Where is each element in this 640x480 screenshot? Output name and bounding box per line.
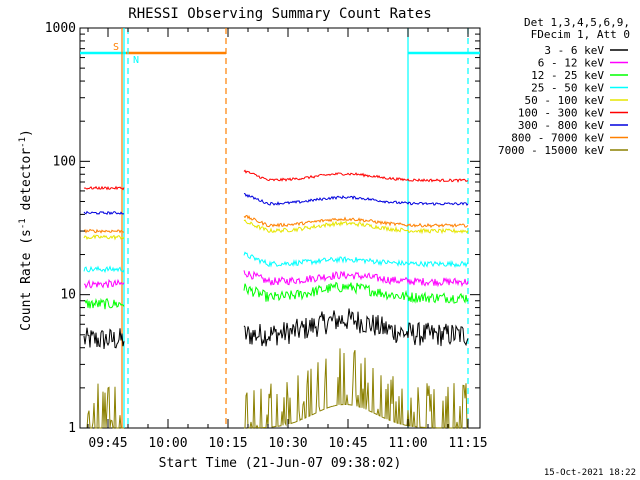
legend-entry-label: 25 - 50 keV — [531, 82, 604, 95]
flag-label: N — [133, 55, 139, 66]
series-layer — [83, 169, 469, 429]
legend-header: FDecim 1, Att 0 — [531, 28, 630, 41]
y-tick-label: 100 — [53, 154, 76, 169]
series-line — [83, 327, 125, 350]
series-group — [83, 214, 469, 234]
series-group — [83, 251, 469, 274]
flag-bars: SN — [80, 42, 480, 66]
series-line — [83, 228, 125, 234]
series-line — [84, 383, 124, 429]
series-line — [243, 251, 469, 268]
x-tick-label: 10:00 — [148, 436, 187, 451]
series-group — [83, 193, 469, 216]
series-line — [243, 193, 469, 207]
chart-title: RHESSI Observing Summary Count Rates — [128, 6, 431, 22]
plot-frame — [79, 27, 481, 429]
series-line — [243, 270, 469, 288]
series-line — [83, 278, 125, 289]
y-axis-label: Count Rate (s-1 detector-1) — [18, 129, 34, 331]
legend-entry-label: 300 - 800 keV — [518, 119, 604, 132]
time-markers — [121, 28, 469, 428]
series-group — [83, 281, 469, 310]
legend-entry-label: 7000 - 15000 keV — [498, 144, 604, 157]
series-group — [83, 270, 469, 289]
series-group — [83, 169, 468, 191]
flag-label: S — [113, 42, 119, 53]
series-group — [83, 219, 469, 241]
y-tick-label: 10 — [60, 288, 76, 303]
legend-entry-label: 100 - 300 keV — [518, 107, 604, 120]
series-line — [243, 308, 469, 347]
series-line — [243, 219, 469, 235]
series-group — [84, 348, 468, 429]
x-tick-label: 11:00 — [388, 436, 427, 451]
legend-entry-label: 6 - 12 keV — [538, 57, 605, 70]
x-axis-label: Start Time (21-Jun-07 09:38:02) — [159, 456, 402, 471]
series-line — [83, 234, 125, 241]
series-line — [83, 185, 125, 191]
x-tick-label: 09:45 — [88, 436, 127, 451]
series-line — [243, 169, 468, 183]
x-tick-label: 10:30 — [268, 436, 307, 451]
plot-area — [79, 27, 481, 429]
series-line — [83, 265, 125, 274]
legend-entry-label: 800 - 7000 keV — [511, 132, 604, 145]
series-line — [243, 281, 469, 304]
series-group — [83, 308, 469, 350]
x-tick-label: 11:15 — [448, 436, 487, 451]
legend-entry-label: 3 - 6 keV — [544, 44, 604, 57]
y-tick-label: 1000 — [45, 21, 76, 36]
x-tick-label: 10:45 — [328, 436, 367, 451]
footer-timestamp: 15-Oct-2021 18:22 — [544, 468, 636, 478]
x-tick-label: 10:15 — [208, 436, 247, 451]
series-line — [83, 297, 125, 310]
series-line — [243, 214, 469, 229]
legend-header: Det 1,3,4,5,6,9, — [524, 16, 630, 29]
legend-entry-label: 12 - 25 keV — [531, 69, 604, 82]
axes: 1 10 100 1000 09:45 10:00 10:15 10:30 10:45 11:00… — [45, 21, 488, 451]
series-line — [244, 348, 468, 429]
legend-entry-label: 50 - 100 keV — [525, 94, 605, 107]
legend: Det 1,3,4,5,6,9,FDecim 1, Att 0 3 - 6 keV… — [498, 16, 630, 157]
y-tick-label: 1 — [68, 421, 76, 436]
series-line — [83, 210, 125, 216]
